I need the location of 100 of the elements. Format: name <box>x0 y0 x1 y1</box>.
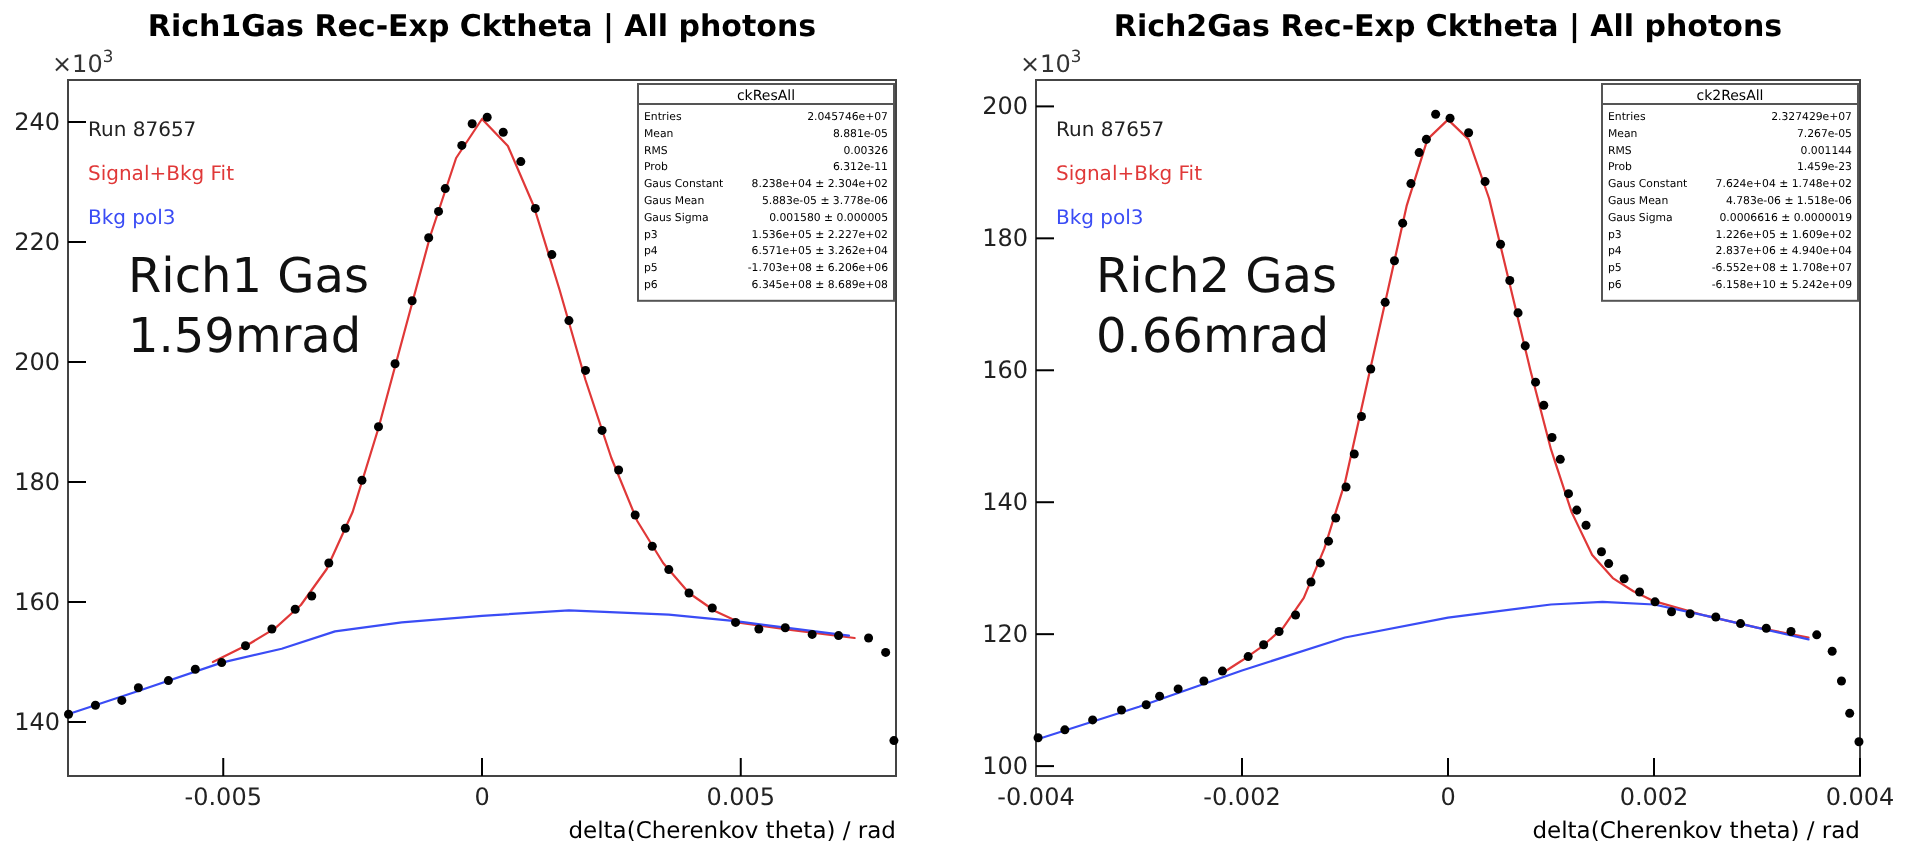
text: Signal+Bkg Fit <box>1056 164 1203 186</box>
point <box>498 127 508 137</box>
point <box>340 523 350 533</box>
point <box>1291 610 1301 620</box>
point <box>407 296 417 306</box>
point <box>390 359 400 369</box>
point <box>1812 630 1822 640</box>
point <box>1274 627 1284 637</box>
text: Signal+Bkg Fit <box>88 164 235 186</box>
y-tick-label: 200 <box>14 347 60 376</box>
point <box>807 629 817 639</box>
point <box>1406 179 1416 189</box>
point <box>217 658 227 668</box>
point <box>547 250 557 260</box>
point <box>1445 113 1455 123</box>
point <box>1389 256 1399 266</box>
point <box>1480 177 1490 187</box>
point <box>1547 433 1557 443</box>
point <box>1464 128 1474 138</box>
point <box>117 695 127 705</box>
point <box>1619 574 1629 584</box>
point <box>1033 733 1043 743</box>
y-tick-label: 240 <box>14 107 60 136</box>
point <box>1836 676 1846 686</box>
point <box>307 591 317 601</box>
point <box>530 203 540 213</box>
point <box>373 422 384 432</box>
x-axis-title: delta(Cherenkov theta) / rad <box>568 816 896 844</box>
point <box>457 140 467 150</box>
chart-title: Rich1Gas Rec-Exp Cktheta | All photons <box>147 8 817 44</box>
point <box>1155 691 1165 701</box>
annotation: Rich1 Gas <box>128 248 369 304</box>
point <box>1243 652 1253 662</box>
point <box>580 365 591 375</box>
point <box>1199 676 1209 686</box>
y-tick-label: 200 <box>982 92 1028 121</box>
point <box>324 558 334 568</box>
point <box>630 510 640 520</box>
y-tick-label: 140 <box>14 707 60 736</box>
point <box>1667 607 1677 617</box>
point <box>190 664 200 674</box>
point <box>1531 377 1541 387</box>
x-axis-title: delta(Cherenkov theta) / rad <box>1532 816 1860 844</box>
point <box>1331 513 1341 523</box>
point <box>780 623 790 633</box>
point <box>1564 489 1574 499</box>
point <box>754 624 764 634</box>
point <box>1827 646 1837 656</box>
point <box>1596 547 1606 557</box>
point <box>1421 134 1431 144</box>
y-tick-label: 160 <box>14 587 60 616</box>
x-tick-label: 0.004 <box>1825 783 1895 812</box>
point <box>1581 520 1591 530</box>
point <box>1356 411 1366 421</box>
point <box>267 624 277 634</box>
point <box>1306 577 1316 587</box>
point <box>707 603 717 613</box>
point <box>597 425 607 435</box>
point <box>290 604 300 614</box>
point <box>1635 587 1645 597</box>
point <box>1414 148 1424 158</box>
point <box>1845 708 1855 718</box>
point <box>163 676 173 686</box>
point <box>864 633 874 643</box>
y-tick-label: 160 <box>982 355 1028 384</box>
x-tick-label: -0.005 <box>184 783 262 812</box>
annotation: Run 87657 <box>1056 120 1165 142</box>
point <box>1572 505 1582 515</box>
point <box>664 565 674 575</box>
point <box>133 683 143 693</box>
point <box>424 233 434 243</box>
point <box>1604 559 1614 569</box>
point <box>731 617 741 627</box>
point <box>467 119 477 129</box>
point <box>1259 640 1269 650</box>
annotation: 0.66mrad <box>1096 308 1330 364</box>
annotation: Rich2 Gas <box>1096 248 1337 304</box>
point <box>1513 308 1523 318</box>
point <box>1854 737 1864 747</box>
point <box>1786 627 1796 637</box>
point <box>1088 715 1098 725</box>
text: Bkg pol3 <box>88 208 176 230</box>
point <box>1539 400 1549 410</box>
point <box>614 465 624 475</box>
point <box>1116 705 1126 715</box>
point <box>516 157 526 167</box>
point <box>1431 109 1441 119</box>
point <box>1555 454 1565 464</box>
chart-title: Rich2Gas Rec-Exp Cktheta | All photons <box>1113 8 1783 44</box>
x-tick-label: 0 <box>1440 783 1456 812</box>
point <box>482 112 492 122</box>
x-tick-label: 0.002 <box>1619 783 1689 812</box>
point <box>889 736 899 746</box>
x-tick-label: 0 <box>474 783 490 812</box>
point <box>1349 449 1359 459</box>
text: Bkg pol3 <box>1056 208 1144 230</box>
point <box>1060 725 1070 735</box>
point <box>1520 341 1530 351</box>
point <box>434 206 444 216</box>
y-tick-label: 180 <box>982 224 1028 253</box>
